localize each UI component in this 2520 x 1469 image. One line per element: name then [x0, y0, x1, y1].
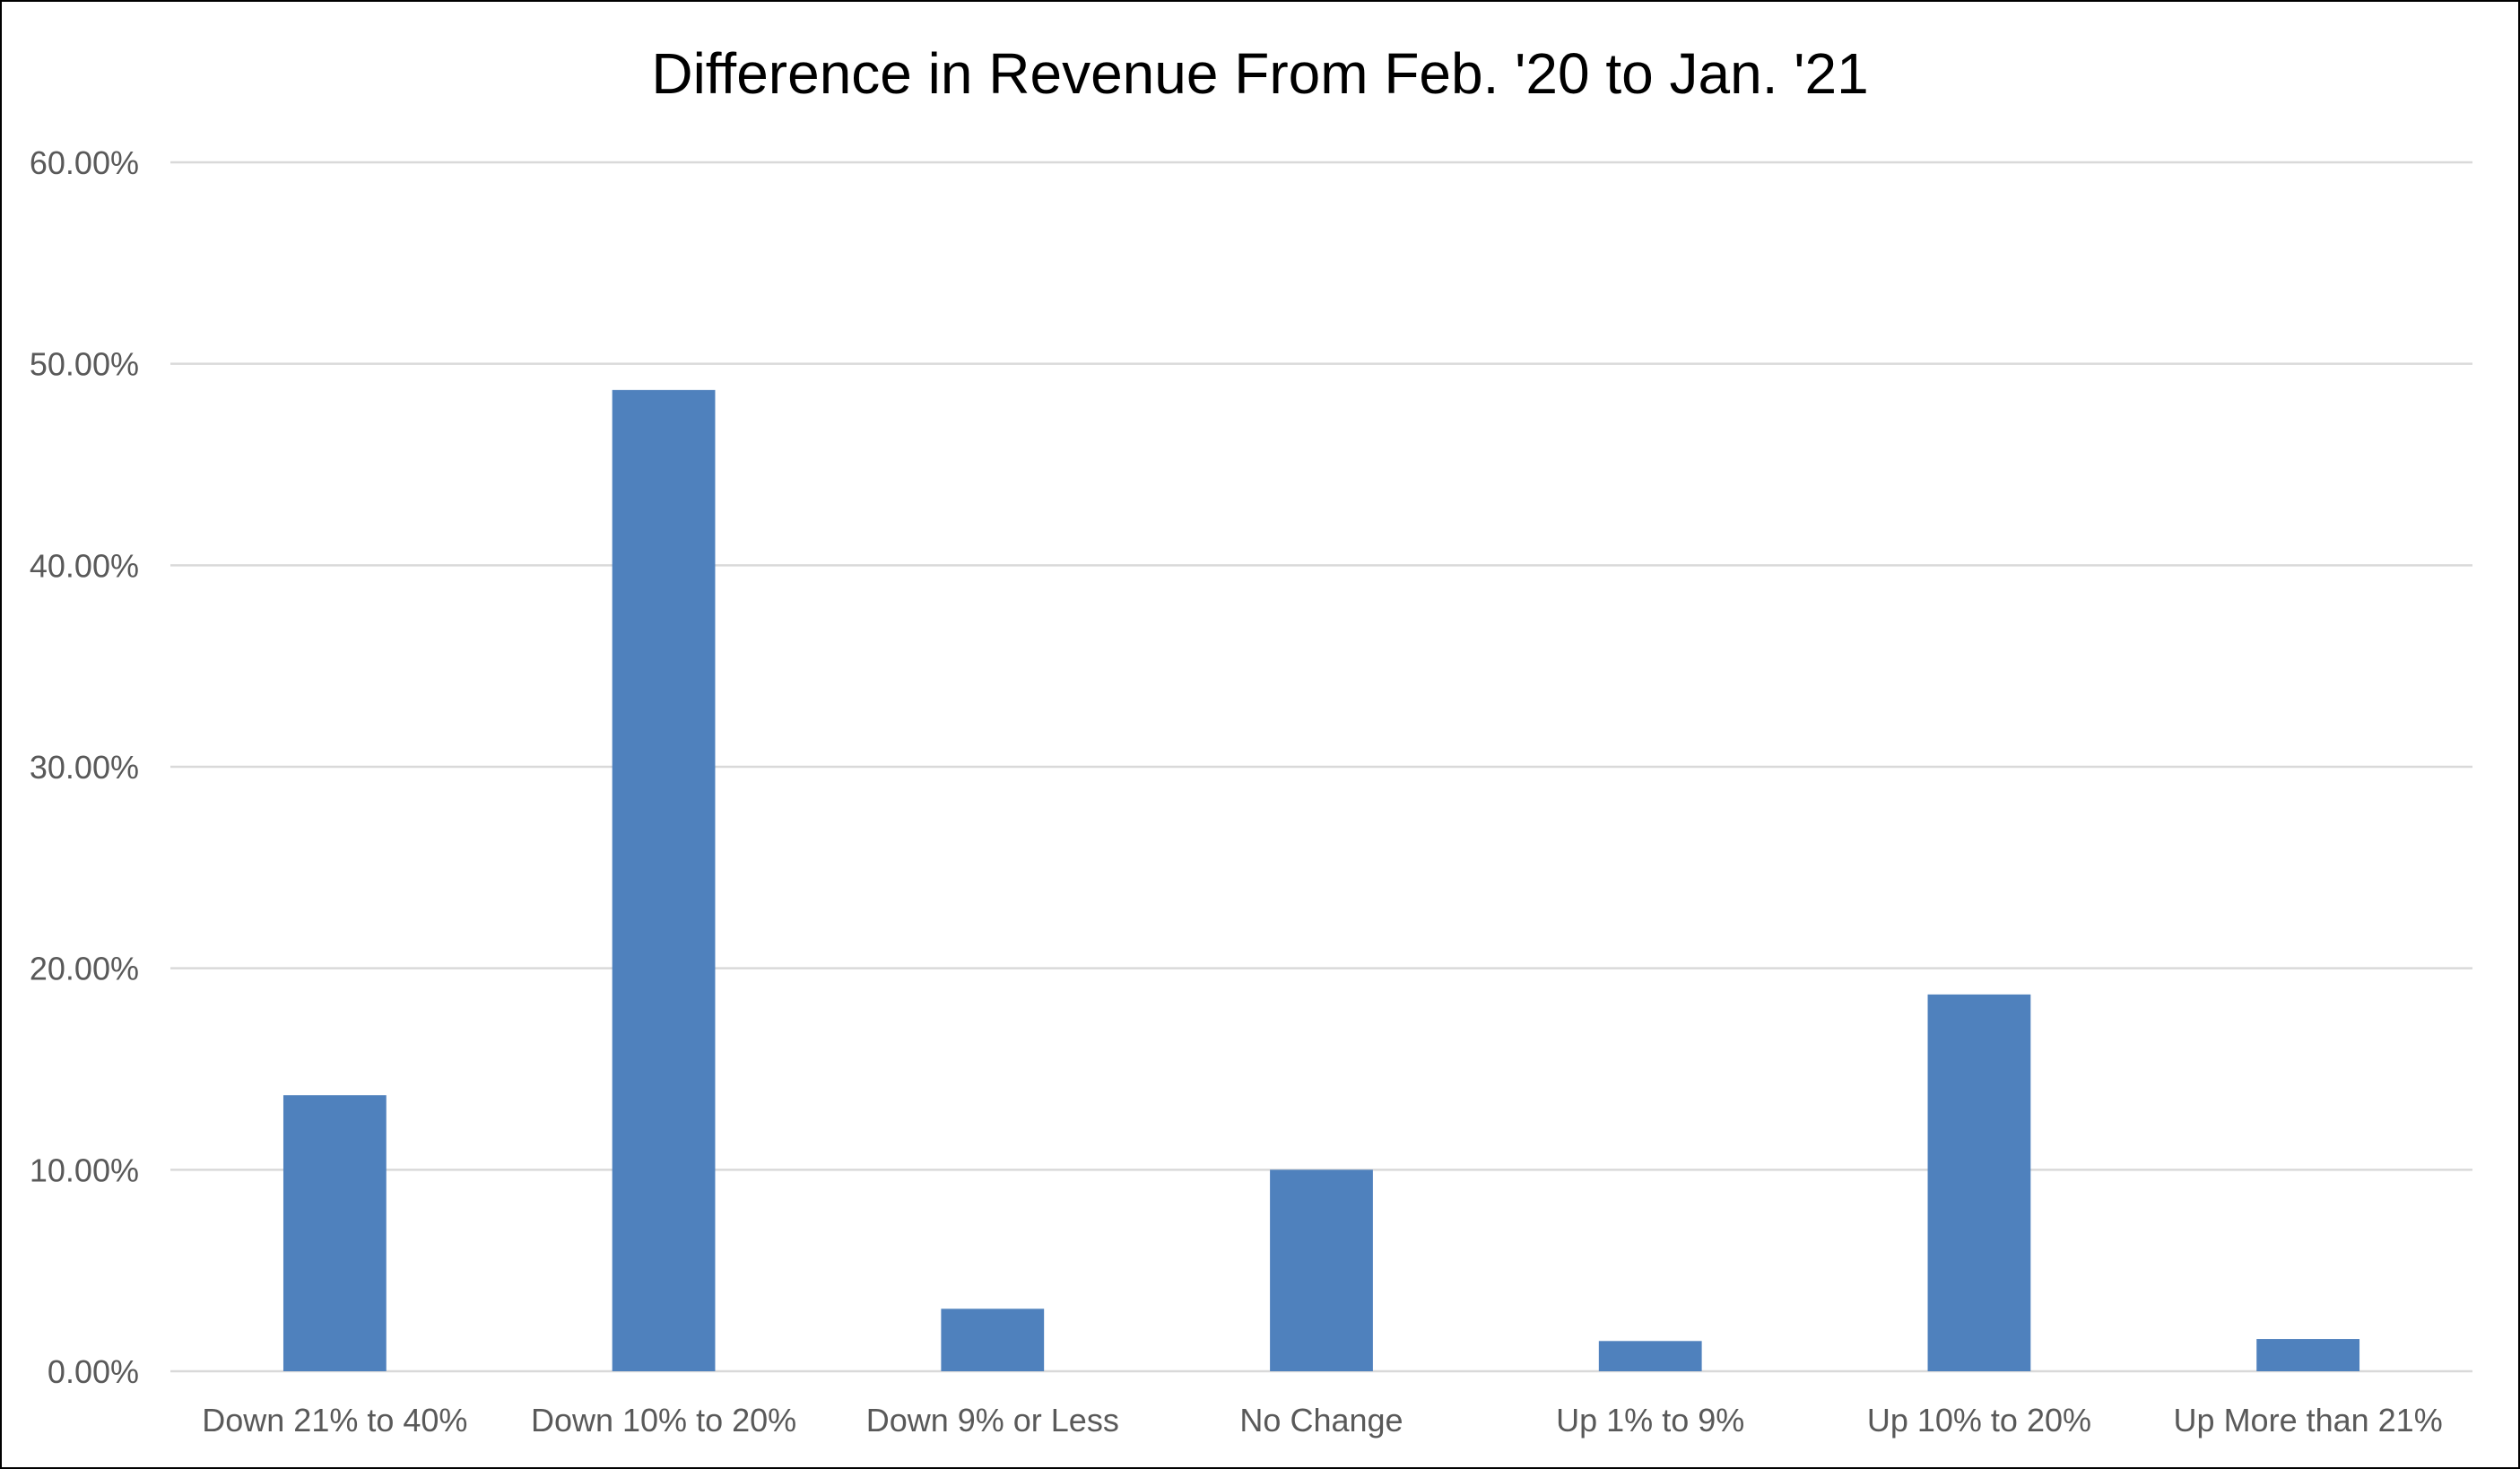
y-tick-label: 0.00% [48, 1353, 139, 1390]
y-axis-tick-labels: 0.00% 10.00% 20.00% 30.00% 40.00% 50.00% 60.00… [30, 144, 139, 1390]
x-tick-label: Down 21% to 40% [202, 1402, 467, 1439]
y-tick-label: 10.00% [30, 1152, 139, 1188]
x-tick-label: Up 10% to 20% [1867, 1402, 2091, 1439]
x-tick-label: Up 1% to 9% [1556, 1402, 1744, 1439]
bar [941, 1308, 1045, 1371]
bar [282, 1095, 387, 1371]
bar [1927, 994, 2031, 1371]
x-tick-label: No Change [1239, 1402, 1403, 1439]
x-tick-label: Up More than 21% [2174, 1402, 2443, 1439]
gridlines [170, 161, 2472, 1373]
bars [282, 389, 2360, 1372]
bar [1270, 1169, 1373, 1371]
y-tick-label: 40.00% [30, 547, 139, 584]
chart-title: Difference in Revenue From Feb. '20 to J… [651, 41, 1868, 106]
y-tick-label: 50.00% [30, 346, 139, 383]
x-axis-tick-labels: Down 21% to 40% Down 10% to 20% Down 9% or… [202, 1402, 2442, 1439]
bar [1598, 1341, 1702, 1371]
y-tick-label: 20.00% [30, 951, 139, 987]
bar [612, 389, 716, 1372]
y-tick-label: 30.00% [30, 749, 139, 786]
bar [2256, 1339, 2360, 1371]
y-tick-label: 60.00% [30, 144, 139, 181]
x-tick-label: Down 10% to 20% [531, 1402, 796, 1439]
x-tick-label: Down 9% or Less [866, 1402, 1119, 1439]
